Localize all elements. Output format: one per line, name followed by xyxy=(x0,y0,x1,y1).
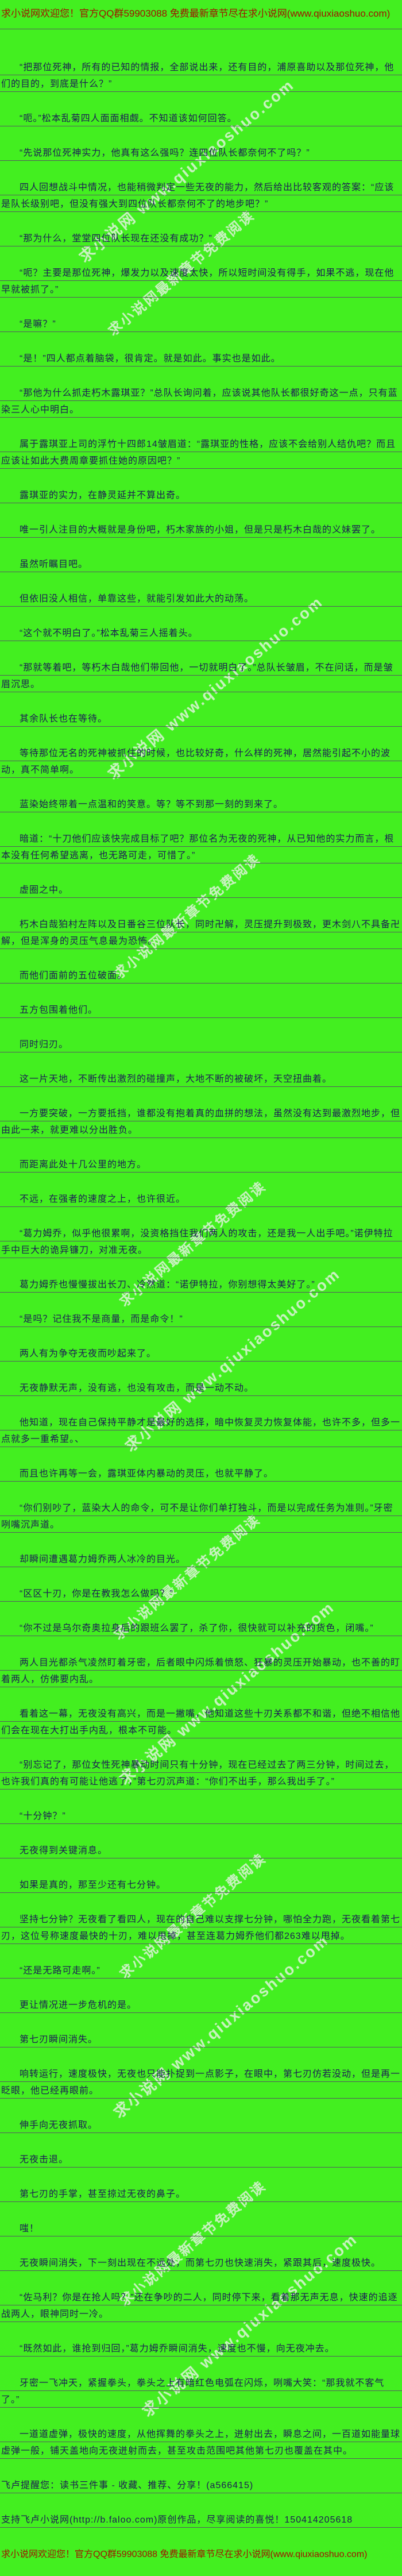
paragraph: 看着这一幕，无夜没有高兴，而是一撇嘴，他知道这些十刃关系都不和谐，但绝不相信他们… xyxy=(0,1706,402,1739)
paragraph: 蓝染始终带着一点温和的笑意。等？等不到那一刻的到来了。 xyxy=(0,796,402,813)
paragraph: 但依旧没人相信，单靠这些，就能引发如此大的动荡。 xyxy=(0,591,402,607)
paragraph: 葛力姆乔也慢慢拔出长刀、冷然道：“诺伊特拉，你别想得太美好了。” xyxy=(0,1277,402,1293)
paragraph: 同时归刃。 xyxy=(0,1036,402,1053)
paragraph: “佐马利？你是在抢人吗？”还在争吵的二人，同时停下来，看着那无声无息，快速的追逐… xyxy=(0,2289,402,2323)
paragraph: “你不过是乌尔奇奥拉身后的跟班么罢了，杀了你，很快就可以补充的货色，闭嘴。” xyxy=(0,1620,402,1637)
paragraph: 暗道：“十刀他们应该快完成目标了吧？那位名为无夜的死神，从已知他的实力而言，根本… xyxy=(0,831,402,864)
paragraph: 坚持七分钟？无夜看了看四人，现在的自己难以支撑七分钟，哪怕全力跑，无夜看着第七刃… xyxy=(0,1911,402,1945)
paragraph: 两人目光都杀气凌然盯着牙密，后者眼中闪烁着愤怒、狂暴的灵压开始暴动，也不善的盯着… xyxy=(0,1655,402,1688)
paragraph: 唯一引人注目的大概就是身份吧，朽木家族的小姐，但是只是朽木白哉的义妹罢了。 xyxy=(0,522,402,538)
paragraph: “葛力姆乔，似乎他很累啊，没资格挡住我们两人的攻击，还是我一人出手吧。”诺伊特拉… xyxy=(0,1225,402,1259)
paragraph: 他知道，现在自己保持平静才是最好的选择，暗中恢复灵力恢复体能，也许不多，但多一点… xyxy=(0,1414,402,1448)
paragraph: “区区十刃，你是在教我怎么做吗？” xyxy=(0,1586,402,1602)
site-header-banner: 求小说网欢迎您！官方QQ群59903088 免费最新章节尽在求小说网(www.q… xyxy=(1,8,391,19)
paragraph: “把那位死神，所有的已知的情报，全部说出来，还有目的，浦原喜助以及那位死神，他们… xyxy=(0,59,402,92)
paragraph: “还是无路可走啊。” xyxy=(0,1962,402,1979)
paragraph: “是！”四人都点着脑袋，很肯定。就是如此。事实也是如此。 xyxy=(0,350,402,367)
paragraph: “十分钟？” xyxy=(0,1808,402,1825)
paragraph: 虽然听瞩目吧。 xyxy=(0,556,402,573)
paragraph: “是吗？记住我不是商量，而是命令！” xyxy=(0,1311,402,1328)
paragraph: 嗤！ xyxy=(0,2220,402,2237)
paragraph: 响转运行，速度极快，无夜也只能扑捉到一点影子，在眼中，第七刃仿若没动，但是再一眨… xyxy=(0,2066,402,2099)
paragraph: 无夜得到关键消息。 xyxy=(0,1842,402,1859)
paragraph: “呃。”松本乱菊四人面面相觑。不知道该如何回答。 xyxy=(0,110,402,127)
paragraph: 而距离此处十几公里的地方。 xyxy=(0,1156,402,1173)
paragraph: 伸手向无夜抓取。 xyxy=(0,2117,402,2134)
paragraph: 这一片天地，不断传出激烈的碰撞声，大地不断的被破坏，天空扭曲着。 xyxy=(0,1071,402,1088)
paragraph: 其余队长也在等待。 xyxy=(0,711,402,727)
paragraph: 两人有为争夺无夜而吵起来了。 xyxy=(0,1345,402,1362)
paragraph: “呃？主要是那位死神，爆发力以及速度太快，所以短时间没有得手，如果不逃，现在他早… xyxy=(0,265,402,298)
paragraph: 无夜静默无声，没有逃，也没有攻击，而是一动不动。 xyxy=(0,1380,402,1397)
paragraph: 不远，在强者的速度之上，也许很近。 xyxy=(0,1191,402,1208)
paragraph: 而他们面前的五位破面。 xyxy=(0,967,402,984)
paragraph: 一方要突破，一方要抵挡，谁都没有抱着真的血拼的想法，虽然没有达到最激烈地步，但由… xyxy=(0,1105,402,1139)
paragraph: “是嘛？” xyxy=(0,316,402,333)
paragraph: 而且也许再等一会，露琪亚体内暴动的灵压，也就平静了。 xyxy=(0,1466,402,1482)
paragraph: 第七刃瞬间消失。 xyxy=(0,2031,402,2048)
paragraph: “别忘记了，那位女性死神暴动时间只有十分钟，现在已经过去了两三分钟，时间过去，也… xyxy=(0,1757,402,1790)
paragraph: 属于露琪亚上司的浮竹十四郎14皱眉道：“露琪亚的性格，应该不会给别人结仇吧？而且… xyxy=(0,436,402,469)
paragraph: 露琪亚的实力，在静灵延并不算出奇。 xyxy=(0,487,402,504)
chapter-content: “把那位死神，所有的已知的情报，全部说出来，还有目的，浦原喜助以及那位死神，他们… xyxy=(0,34,402,2528)
paragraph: 如果是真的，那至少还有七分钟。 xyxy=(0,1877,402,1894)
paragraph: 四人回想战斗中情况，也能稍微判定一些无夜的能力，然后给出比较客观的答案：“应该是… xyxy=(0,179,402,213)
paragraph: “你们别吵了，蓝染大人的命令，可不是让你们单打独斗，而是以完成任务为准则。”牙密… xyxy=(0,1500,402,1533)
paragraph: 虚圈之中。 xyxy=(0,882,402,898)
paragraph: 五方包围着他们。 xyxy=(0,1002,402,1019)
site-footer-banner: 求小说网欢迎您！官方QQ群59903088 免费最新章节尽在求小说网(www.q… xyxy=(1,2550,368,2559)
paragraph: 朽木白哉狛村左阵以及日番谷三位队长，同时卍解，灵压提升到极致，更木剑八不具备卍解… xyxy=(0,916,402,950)
paragraph: 无夜击退。 xyxy=(0,2151,402,2168)
paragraph: “这个就不明白了。”松本乱菊三人摇着头。 xyxy=(0,625,402,642)
paragraph: 牙密一飞冲天，紧握拳头，拳头之上有暗红色电弧在闪烁，咧嘴大笑：“那我就不客气了。… xyxy=(0,2375,402,2408)
paragraph: 等待那位无名的死神被抓住的时候，也比较好奇，什么样的死神，居然能引起不小的波动，… xyxy=(0,745,402,778)
paragraph: “那他为什么抓走朽木露琪亚？”总队长询问着，应该说其他队长都很好奇这一点，只有蓝… xyxy=(0,385,402,418)
paragraph: 无夜瞬间消失，下一刻出现在不远处，而第七刃也快速消失，紧跟其后，速度极快。 xyxy=(0,2255,402,2272)
paragraph: 第七刃的手掌，甚至掠过无夜的鼻子。 xyxy=(0,2186,402,2203)
paragraph: 一道道虚弹，极快的速度，从他挥舞的拳头之上，迸射出去，瞬息之间，一百道如能量球虚… xyxy=(0,2426,402,2459)
paragraph: “既然如此，谁抢到归回，”葛力姆乔瞬间消失，速度也不慢，向无夜冲去。 xyxy=(0,2340,402,2357)
paragraph: “先说那位死神实力，他真有这么强吗？连四位队长都奈何不了吗？” xyxy=(0,145,402,161)
paragraph: 支持飞卢小说网(http://b.faloo.com)原创作品，尽享阅读的喜悦！… xyxy=(0,2512,402,2528)
paragraph: “那为什么，堂堂四位队长现在还没有成功？” xyxy=(0,230,402,247)
paragraph: 飞卢提醒您：读书三件事 - 收藏、推荐、分享！(a566415) xyxy=(0,2477,402,2494)
paragraph: 却瞬间遭遇葛力姆乔两人冰冷的目光。 xyxy=(0,1551,402,1568)
paragraph: “那就等着吧，等朽木白哉他们带回他，一切就明白了。”总队长皱眉，不在问话，而是皱… xyxy=(0,660,402,693)
paragraph: 更让情况进一步危机的是。 xyxy=(0,1997,402,2014)
